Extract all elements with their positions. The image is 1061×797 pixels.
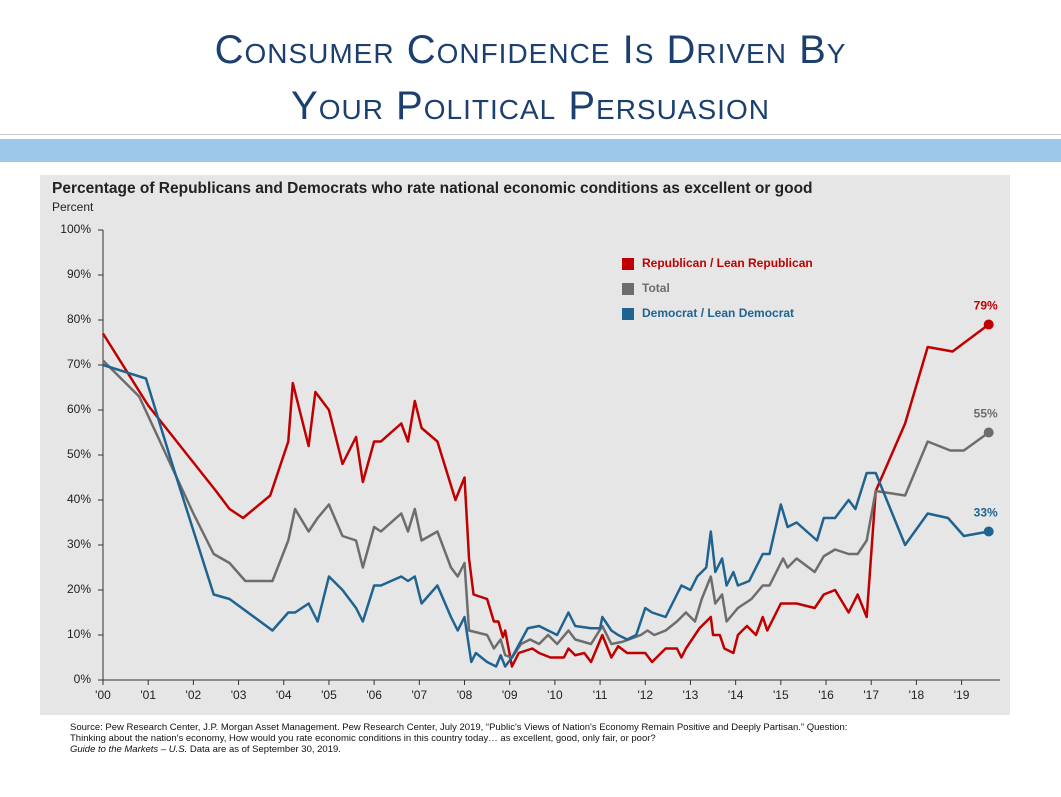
x-tick-label: '00 <box>95 688 111 702</box>
x-tick-label: '15 <box>773 688 789 702</box>
end-marker <box>983 526 994 537</box>
x-tick-label: '08 <box>457 688 473 702</box>
end-marker <box>983 319 994 330</box>
footnote: Source: Pew Research Center, J.P. Morgan… <box>70 722 850 755</box>
x-tick-label: '19 <box>954 688 970 702</box>
series-line <box>101 323 990 668</box>
end-label: 79% <box>974 299 998 313</box>
y-tick-label: 20% <box>67 582 91 596</box>
x-tick-label: '10 <box>547 688 563 702</box>
y-tick-label: 90% <box>67 267 91 281</box>
x-tick-label: '14 <box>728 688 744 702</box>
guide-name: Guide to the Markets – U.S. <box>70 744 188 755</box>
as-of: Data are as of September 30, 2019. <box>189 744 341 755</box>
x-tick-label: '13 <box>683 688 699 702</box>
end-marker <box>983 427 994 438</box>
legend-swatch <box>622 308 634 320</box>
series-line <box>102 363 989 668</box>
title-line: Your Political Persuasion <box>291 84 770 128</box>
x-tick-label: '03 <box>231 688 247 702</box>
chart-title: Percentage of Republicans and Democrats … <box>52 180 813 197</box>
legend-swatch <box>622 258 634 270</box>
title-line: Consumer Confidence Is Driven By <box>214 28 847 72</box>
x-tick-label: '06 <box>366 688 382 702</box>
divider <box>0 134 1061 135</box>
end-label: 55% <box>974 407 998 421</box>
x-tick-label: '05 <box>321 688 337 702</box>
x-tick-label: '18 <box>909 688 925 702</box>
x-tick-label: '12 <box>637 688 653 702</box>
x-tick-label: '01 <box>140 688 156 702</box>
y-tick-label: 80% <box>67 312 91 326</box>
y-tick-label: 100% <box>60 222 91 236</box>
y-tick-label: 30% <box>67 537 91 551</box>
y-tick-label: 10% <box>67 627 91 641</box>
legend-swatch <box>622 283 634 295</box>
x-tick-label: '07 <box>412 688 428 702</box>
date-note: Guide to the Markets – U.S. Data are as … <box>70 744 850 755</box>
y-tick-label: 0% <box>74 672 92 686</box>
legend-label: Democrat / Lean Democrat <box>642 306 794 320</box>
y-tick-label: 50% <box>67 447 91 461</box>
x-tick-label: '04 <box>276 688 292 702</box>
x-tick-label: '11 <box>593 688 608 702</box>
source-note: Source: Pew Research Center, J.P. Morgan… <box>70 722 848 744</box>
y-axis-label: Percent <box>52 200 94 214</box>
y-tick-label: 60% <box>67 402 91 416</box>
end-label: 33% <box>974 506 998 520</box>
legend-label: Republican / Lean Republican <box>642 256 813 270</box>
chart-panel <box>40 175 1010 715</box>
x-tick-label: '02 <box>186 688 202 702</box>
x-tick-label: '16 <box>818 688 834 702</box>
y-tick-label: 70% <box>67 357 91 371</box>
y-tick-label: 40% <box>67 492 91 506</box>
accent-band <box>0 139 1061 162</box>
legend-label: Total <box>642 281 670 295</box>
series-line <box>102 359 990 659</box>
slide-title: Consumer Confidence Is Driven By Your Po… <box>0 22 1061 134</box>
x-tick-label: '17 <box>863 688 879 702</box>
x-tick-label: '09 <box>502 688 518 702</box>
